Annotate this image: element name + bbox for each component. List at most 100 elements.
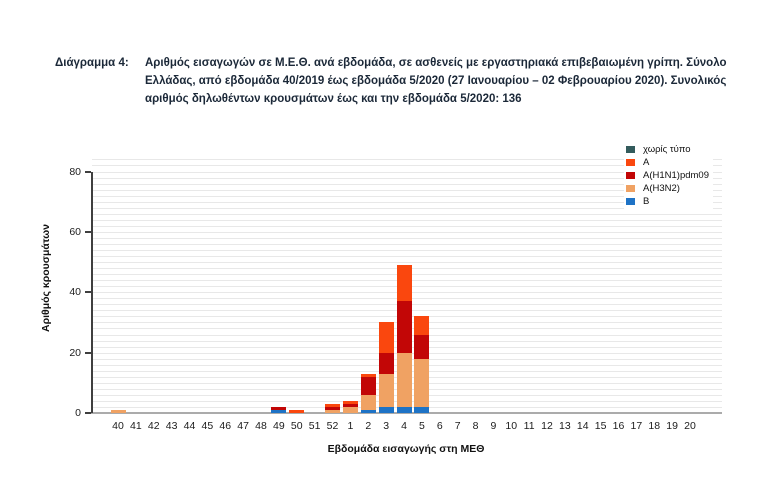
legend-label: χωρίς τύπο	[643, 144, 691, 155]
bar-segment-A(H1N1)pdm09-week-49	[271, 406, 287, 410]
x-tick-label: 20	[684, 420, 696, 432]
legend-label: A(H1N1)pdm09	[643, 170, 709, 181]
x-tick-label: 4	[401, 420, 407, 432]
y-axis-tick	[85, 351, 91, 354]
x-tick-label: 17	[630, 420, 643, 432]
y-tick-label: 60	[69, 225, 81, 238]
y-axis-tick	[85, 412, 91, 414]
bar-segment-A(H3N2)-week-2	[360, 394, 376, 410]
gridline	[92, 231, 722, 233]
x-tick-label: 43	[165, 420, 178, 432]
x-tick-label: 46	[219, 420, 232, 432]
gridline	[92, 195, 722, 197]
legend-swatch-icon	[626, 159, 635, 166]
bar-segment-B-week-49	[271, 409, 287, 413]
legend-item: A(H1N1)pdm09	[626, 169, 709, 182]
gridline	[92, 249, 722, 251]
x-tick-label: 15	[594, 420, 607, 432]
y-tick-label: 0	[75, 407, 81, 419]
gridline	[92, 165, 722, 167]
x-tick-label: 51	[308, 420, 321, 432]
gridline	[92, 183, 722, 185]
bar-segment-A-week-50	[289, 409, 305, 413]
x-tick-label: 18	[648, 420, 661, 432]
bar-segment-A-week-5	[414, 316, 430, 335]
x-tick-label: 12	[541, 420, 553, 432]
legend-swatch-icon	[626, 198, 635, 205]
y-axis-line	[91, 171, 93, 413]
gridline	[92, 243, 722, 245]
legend-item: A(H3N2)	[626, 182, 709, 195]
x-tick-label: 44	[183, 420, 196, 432]
x-tick-label: 45	[201, 420, 214, 432]
y-axis-title: Αριθμός κρουσμάτων	[40, 224, 52, 332]
bar-segment-A(H1N1)pdm09-week-2	[360, 376, 376, 395]
gridline	[92, 262, 722, 264]
bar-segment-A-week-3	[378, 322, 394, 353]
bar-segment-B-week-5	[414, 406, 430, 413]
x-tick-label: 9	[490, 420, 497, 432]
y-tick-label: 20	[69, 346, 81, 359]
y-axis-tick	[85, 291, 91, 294]
gridline	[92, 159, 722, 161]
bar-segment-A(H1N1)pdm09-week-52	[325, 406, 340, 410]
bar-segment-A(H3N2)-week-40	[110, 409, 126, 413]
x-tick-label: 1	[347, 420, 354, 432]
gridline	[92, 256, 722, 258]
bar-segment-B-week-4	[396, 406, 412, 413]
x-tick-label: 48	[255, 420, 267, 432]
legend-swatch-icon	[626, 172, 635, 179]
x-tick-label: 16	[612, 420, 625, 432]
legend-label: B	[643, 196, 650, 207]
x-tick-label: 13	[559, 420, 571, 432]
x-tick-label: 50	[290, 420, 303, 432]
legend-swatch-icon	[626, 146, 635, 153]
gridline	[92, 177, 722, 179]
x-axis-line	[91, 412, 722, 414]
legend-label: A	[643, 157, 650, 168]
x-tick-label: 5	[418, 420, 425, 432]
chart-legend: χωρίς τύπο A A(H1N1)pdm09 A(H3N2) B	[624, 141, 713, 210]
x-tick-label: 7	[454, 420, 461, 432]
x-tick-label: 52	[326, 420, 339, 432]
bar-segment-A(H3N2)-week-1	[342, 406, 358, 413]
bar-segment-A(H3N2)-week-3	[378, 373, 394, 407]
legend-item: B	[626, 195, 709, 208]
gridline	[92, 201, 722, 203]
x-tick-label: 11	[523, 420, 535, 432]
x-tick-label: 19	[666, 420, 678, 432]
y-axis-tick	[85, 230, 91, 233]
bar-segment-A(H3N2)-week-4	[396, 352, 412, 407]
bar-segment-A(H1N1)pdm09-week-5	[414, 334, 430, 359]
legend-label: A(H3N2)	[643, 183, 680, 194]
x-tick-label: 10	[505, 420, 518, 432]
legend-item: A	[626, 156, 709, 169]
bar-segment-B-week-2	[360, 409, 376, 413]
gridline	[92, 207, 722, 209]
bar-segment-A(H1N1)pdm09-week-1	[342, 403, 358, 407]
bar-segment-A-week-2	[360, 373, 376, 377]
x-tick-label: 14	[576, 420, 589, 432]
bar-segment-A-week-52	[325, 403, 340, 407]
bar-segment-B-week-3	[378, 406, 394, 413]
x-tick-label: 8	[472, 420, 479, 432]
x-axis-title: Εβδομάδα εισαγωγής στη ΜΕΘ	[327, 443, 485, 455]
legend-swatch-icon	[626, 185, 635, 192]
x-tick-label: 47	[237, 420, 249, 432]
legend-item: χωρίς τύπο	[626, 143, 709, 156]
y-axis-tick	[85, 170, 91, 173]
x-tick-label: 42	[147, 420, 160, 432]
x-tick-label: 2	[365, 420, 372, 432]
gridline	[92, 189, 722, 191]
gridline	[92, 237, 722, 239]
bar-segment-A-week-1	[342, 400, 358, 404]
gridline	[92, 219, 722, 221]
gridline	[92, 213, 722, 215]
gridline	[92, 225, 722, 227]
x-tick-label: 6	[436, 420, 443, 432]
bar-segment-A(H1N1)pdm09-week-3	[378, 352, 394, 374]
plot-area: 0 20 40 60 80 40 41 42 43 44 45 46 47 48 49 50 51 52 1 2 3 4 5…	[69, 155, 722, 432]
bar-segment-A-week-4	[396, 265, 412, 302]
figure-caption-text: Αριθμός εισαγωγών σε Μ.Ε.Θ. ανά εβδομάδα…	[145, 57, 727, 105]
